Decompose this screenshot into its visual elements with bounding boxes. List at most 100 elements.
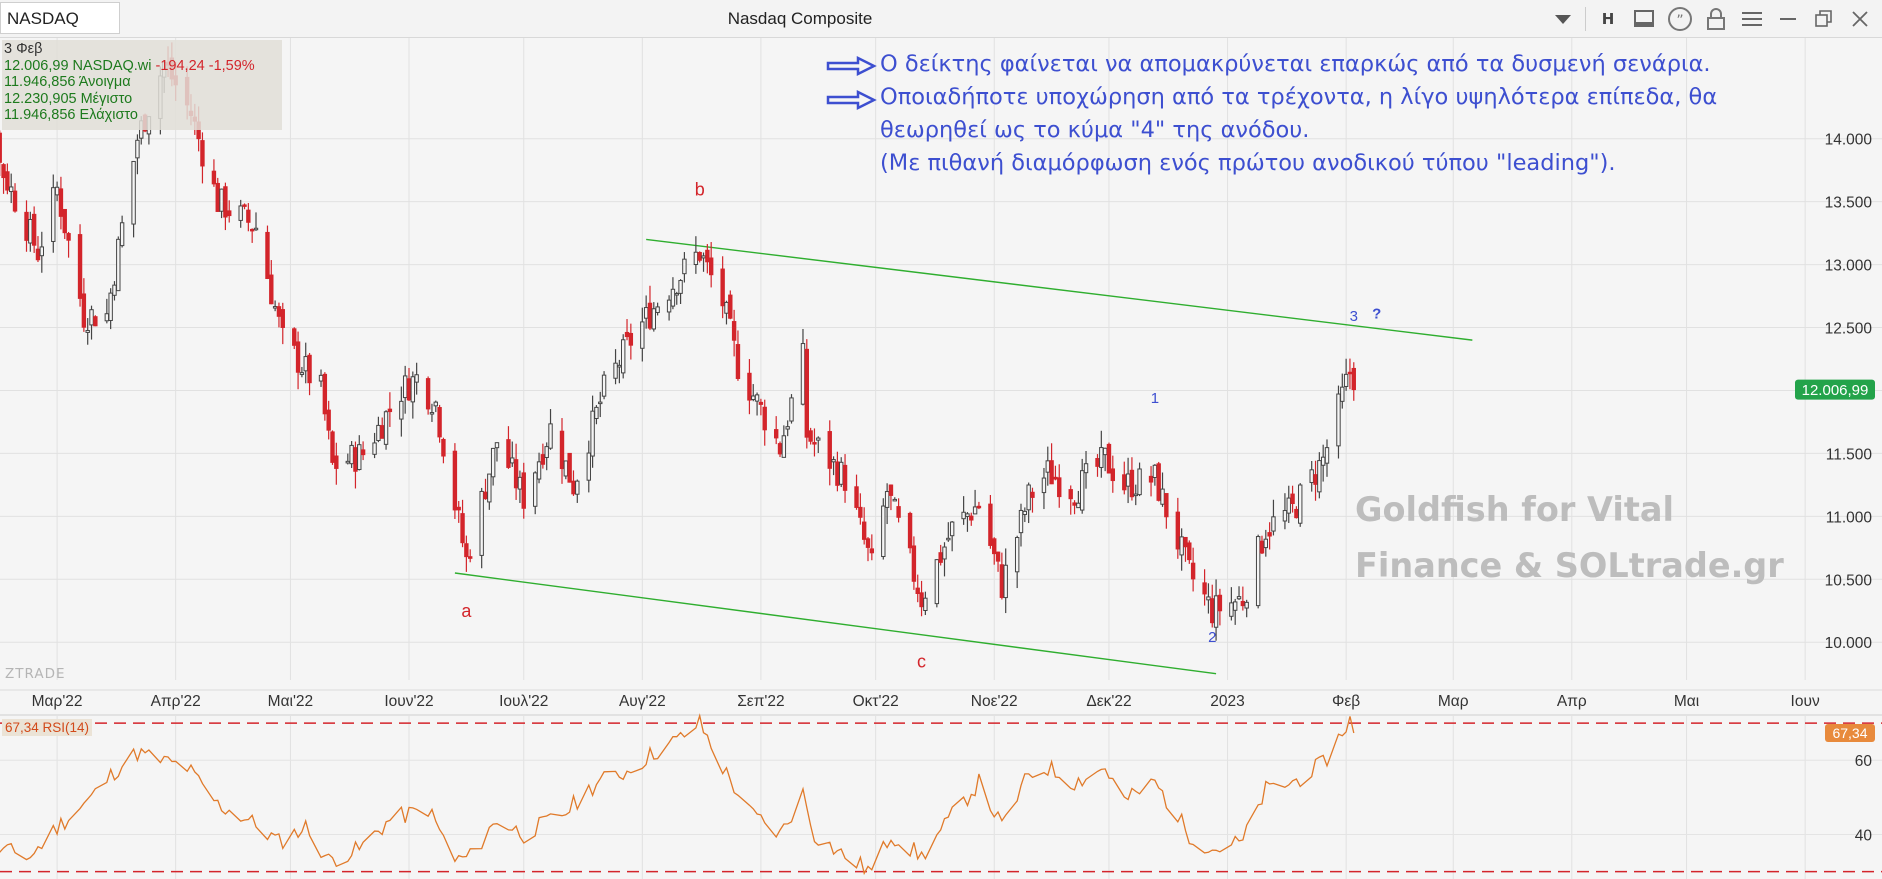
candle-body [1267, 532, 1272, 537]
candle-body [720, 268, 725, 307]
candle-body [410, 376, 416, 403]
last-price-tag [1795, 379, 1875, 400]
candle-body [949, 521, 955, 537]
candle-body [655, 306, 660, 314]
h-icon[interactable]: H [1601, 10, 1615, 28]
rsi-panel: 40 60 67,34 [0, 713, 1882, 876]
candle-body [884, 491, 890, 508]
candle-body [253, 227, 259, 231]
candle-body [303, 356, 308, 372]
ohlc-info-panel: 3 Φεβ 12.006,99 NASDAQ.wi -194,24 -1,59%… [2, 40, 282, 130]
menu-icon[interactable] [1734, 4, 1770, 34]
close-icon[interactable] [1842, 4, 1878, 34]
candle-body [1164, 493, 1169, 518]
candle-body [112, 284, 117, 296]
candle-body [861, 521, 867, 540]
candle-body [272, 306, 278, 309]
candle-body [1099, 447, 1104, 468]
candle-body [506, 439, 511, 468]
x-tick-label: Μαρ'22 [32, 693, 83, 710]
minimize-icon[interactable] [1770, 4, 1806, 34]
chevron-down-icon[interactable] [1545, 4, 1581, 34]
x-tick-label: Ιουν'22 [384, 693, 433, 710]
wave-label-2: 2 [1208, 629, 1216, 646]
candle-body [674, 293, 679, 296]
candle-body [242, 204, 247, 207]
quote-icon[interactable]: ” [1662, 4, 1698, 34]
candle-body [758, 401, 764, 405]
symbol-input[interactable]: NASDAQ [0, 2, 120, 34]
candle-body [108, 292, 113, 321]
candle-body [246, 209, 251, 223]
rsi-value-label: 67,34 [1832, 725, 1867, 741]
rsi-value-tag [1825, 724, 1875, 743]
candle-body [666, 299, 672, 313]
candle-body [789, 397, 794, 422]
x-tick-label: Σεπ'22 [737, 693, 784, 710]
candle-body [119, 222, 125, 247]
candle-body [1233, 601, 1238, 611]
candle-body [372, 442, 377, 455]
candle-body [276, 306, 282, 317]
candle-body [513, 459, 519, 489]
candle-body [816, 437, 821, 441]
candle-body [131, 160, 136, 225]
candle-body [1313, 474, 1318, 485]
candle-body [1125, 473, 1131, 487]
candle-body [1, 164, 6, 179]
candle-body [81, 293, 87, 328]
candle-body [1026, 484, 1031, 511]
info-high: 12.230,905 Μέγιστο [4, 90, 133, 107]
candle-body [1133, 493, 1138, 497]
candle-body [28, 218, 33, 244]
wave-label-a: a [461, 601, 472, 621]
candle-body [414, 374, 419, 383]
candle-body [972, 506, 978, 515]
candle-body [1022, 510, 1028, 516]
candle-body [774, 429, 779, 439]
x-tick-label: Μαι'22 [268, 693, 314, 710]
restore-icon[interactable] [1806, 4, 1842, 34]
candle-body [1072, 502, 1077, 506]
annotation-arrows [826, 55, 877, 111]
y-tick-label: 10.000 [1825, 635, 1873, 652]
candle-body [651, 308, 656, 330]
rsi-tick-label: 60 [1855, 753, 1873, 770]
x-tick-label: Νοε'22 [971, 693, 1018, 710]
candle-body [433, 401, 438, 407]
candle-body [804, 348, 809, 438]
candle-body [326, 409, 331, 431]
watermark-line-2: Finance & SOLtrade.gr [1355, 546, 1784, 585]
commentary: Ο δείκτης φαίνεται να απομακρύνεται επαρ… [880, 48, 1760, 180]
candle-body [1049, 460, 1054, 485]
window-icon[interactable] [1626, 4, 1662, 34]
candle-body [460, 513, 465, 544]
candle-body [869, 548, 875, 554]
candle-body [490, 447, 496, 478]
candle-body [54, 186, 60, 196]
lock-icon[interactable] [1698, 4, 1734, 34]
candle-body [1320, 456, 1326, 466]
candle-body [380, 425, 385, 439]
wave-label-question: ? [1372, 306, 1381, 323]
candle-body [1309, 469, 1314, 484]
candle-body [751, 395, 756, 401]
candle-body [330, 431, 335, 463]
candle-body [800, 343, 806, 405]
time-axis: Μαρ'22 Απρ'22 Μαι'22 Ιουν'22 Ιουλ'22 Αυγ'22 Σε… [32, 693, 1820, 710]
candle-body [858, 506, 863, 518]
x-tick-label: Μαι [1674, 693, 1699, 710]
candle-body [540, 454, 546, 465]
candle-body [383, 411, 389, 445]
candle-body [307, 354, 312, 384]
candle-body [399, 400, 404, 420]
candle-body [892, 498, 897, 502]
candle-body [624, 331, 630, 338]
candle-body [1041, 477, 1047, 494]
arrow-icon [826, 89, 877, 111]
candle-body [896, 506, 901, 518]
candle-body [640, 321, 645, 349]
candle-body [1030, 491, 1035, 498]
candle-body [923, 597, 928, 611]
candle-body [402, 375, 408, 399]
